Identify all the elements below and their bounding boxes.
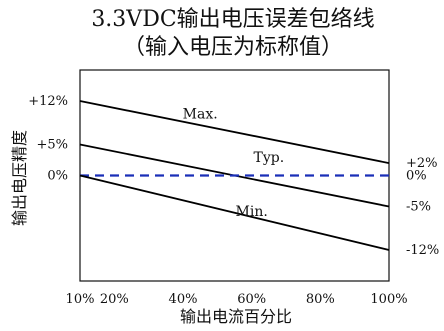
x-tick-label-2: 40% — [169, 292, 198, 307]
x-tick-label-4: 80% — [306, 292, 335, 307]
series-layer — [79, 100, 390, 251]
chart-subtitle: （输入电压为标称值） — [123, 35, 343, 60]
y-tick-label-left-1: +5% — [36, 137, 68, 152]
y-tick-label-right-2: -5% — [406, 200, 431, 215]
y-tick-labels-left: +12% +5% 0% — [28, 94, 68, 183]
y-tick-label-right-3: -12% — [406, 243, 439, 258]
x-tick-labels: 10% 20% 40% 60% 80% 100% — [66, 292, 408, 307]
x-tick-label-1: 20% — [100, 292, 129, 307]
chart-title: 3.3VDC输出电压误差包络线 — [91, 7, 374, 32]
x-tick-label-3: 60% — [237, 292, 266, 307]
series-label-max: Max. — [183, 106, 218, 122]
x-tick-label-5: 100% — [370, 292, 407, 307]
y-axis-label: 输出电压精度 — [10, 130, 29, 226]
series-label-typ: Typ. — [253, 150, 284, 166]
y-tick-labels-right: +2%0% -5% -12% — [406, 156, 439, 258]
series-line-min — [79, 174, 390, 251]
y-tick-label-right-0: +2% — [406, 156, 438, 171]
x-axis-label: 输出电流百分比 — [180, 307, 292, 326]
x-tick-label-0: 10% — [66, 292, 95, 307]
y-tick-label-left-0: +12% — [28, 94, 68, 109]
series-line-max — [79, 100, 390, 164]
series-labels: Max. Typ. Min. — [183, 106, 285, 219]
y-tick-label-right-1: 0% — [406, 169, 427, 184]
series-label-min: Min. — [236, 204, 268, 220]
y-tick-label-left-2: 0% — [47, 169, 68, 184]
